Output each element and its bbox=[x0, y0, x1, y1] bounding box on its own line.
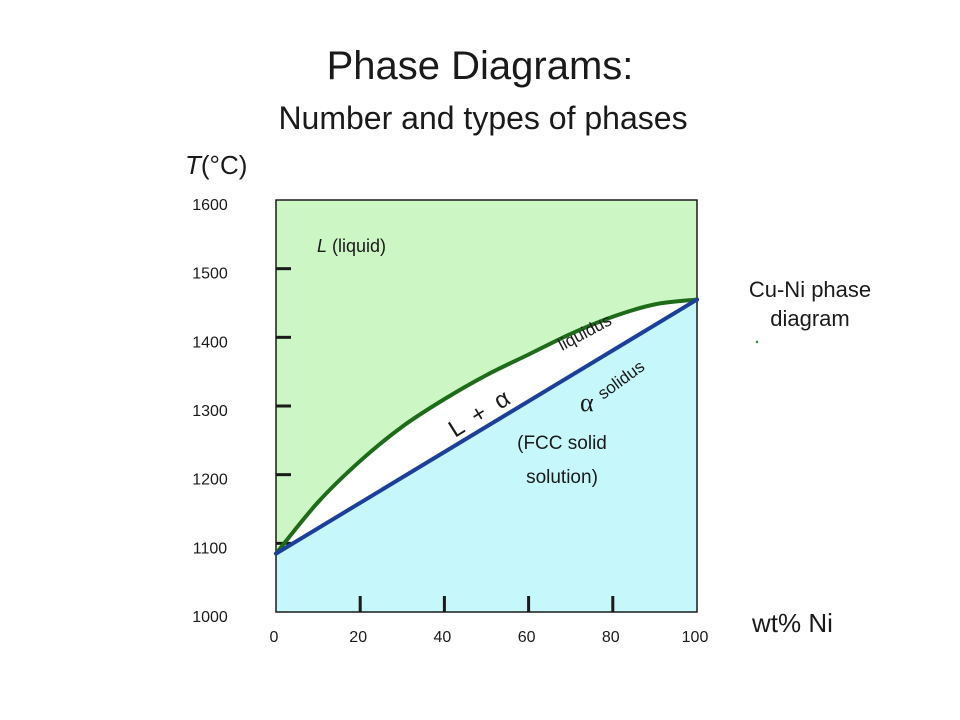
y-tick-label: 1300 bbox=[192, 403, 228, 420]
x-tick-labels: 0 20 40 60 80 100 bbox=[270, 629, 709, 646]
solid-solution-label-line2: solution) bbox=[526, 467, 598, 488]
stray-dot bbox=[755, 340, 759, 344]
y-tick-labels: 1000 1100 1200 1300 1400 1500 1600 bbox=[192, 197, 228, 626]
y-tick-label: 1600 bbox=[192, 197, 228, 214]
x-tick-label: 80 bbox=[602, 629, 620, 646]
y-tick-label: 1100 bbox=[193, 540, 228, 557]
solidus-line bbox=[274, 297, 699, 556]
x-ticks bbox=[358, 596, 615, 612]
liquidus-line bbox=[274, 297, 699, 556]
alpha-symbol-label: α bbox=[580, 388, 594, 417]
x-axis-label: wt% Ni bbox=[752, 608, 833, 638]
liquid-phase-label: L (liquid) bbox=[317, 236, 386, 256]
solid-solution-label-line1: (FCC solid bbox=[517, 433, 607, 454]
y-axis-label-unit: (°C) bbox=[200, 150, 248, 180]
slide-title: Phase Diagrams: bbox=[326, 44, 634, 88]
y-tick-label: 1000 bbox=[192, 609, 228, 626]
y-tick-label: 1400 bbox=[192, 334, 228, 351]
x-tick-label: 60 bbox=[518, 629, 536, 646]
liquid-region bbox=[276, 200, 697, 554]
liquid-phase-symbol: L bbox=[317, 236, 327, 256]
x-tick-label: 20 bbox=[349, 629, 367, 646]
y-axis-label: T(°C) bbox=[185, 150, 247, 181]
y-axis-label-variable: T bbox=[185, 150, 201, 180]
diagram-caption: Cu-Ni phase diagram bbox=[748, 277, 872, 331]
y-tick-label: 1500 bbox=[192, 266, 228, 283]
x-tick-label: 100 bbox=[682, 629, 709, 646]
y-tick-label: 1200 bbox=[192, 472, 228, 489]
x-tick-label: 0 bbox=[270, 629, 279, 646]
slide-subtitle: Number and types of phases bbox=[278, 100, 688, 136]
liquid-phase-text: (liquid) bbox=[332, 236, 386, 256]
x-tick-label: 40 bbox=[434, 629, 452, 646]
solid-region bbox=[276, 299, 697, 612]
